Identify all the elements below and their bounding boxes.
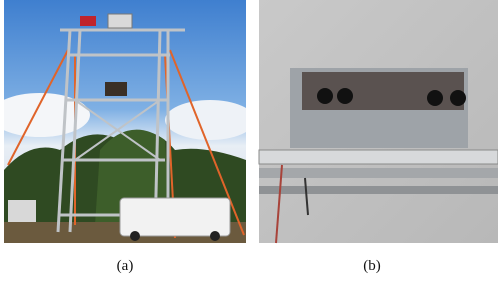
rail-bottom: [259, 186, 498, 194]
van: [120, 198, 230, 236]
cloud: [165, 100, 255, 140]
photo-a: [0, 0, 255, 243]
equipment: [108, 14, 132, 28]
rail: [259, 150, 498, 164]
photo-b: [259, 0, 498, 243]
caption: (a): [117, 258, 134, 274]
person: [105, 82, 127, 96]
wheel: [130, 231, 140, 241]
rail-lower: [259, 168, 498, 178]
caption: (b): [363, 258, 381, 274]
crates: [8, 200, 36, 222]
figure: (a) (b): [0, 0, 498, 283]
wheel: [210, 231, 220, 241]
person: [80, 16, 96, 26]
